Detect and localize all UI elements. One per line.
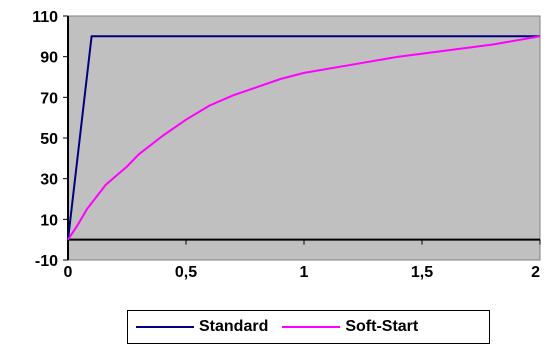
legend-swatch-standard [136,326,194,328]
series-line-standard [67,35,540,240]
y-tick-label: 10 [40,212,58,229]
y-tick-label: 50 [40,131,58,148]
series-layer [67,35,541,241]
line-chart: 110 90 70 50 30 10 -10 0 0,5 1 1,5 2 [32,9,541,281]
y-tick-label: 90 [40,50,58,67]
plot-area [67,15,541,261]
legend-entry-standard: Standard [136,318,268,336]
legend-swatch-soft-start [282,326,341,328]
series-line-soft-start [67,35,541,241]
y-tick-label: 30 [40,172,58,189]
y-tick-label: 110 [32,9,58,26]
y-tick-label: -10 [35,253,58,270]
x-tick-label: 0,5 [175,264,197,281]
x-axis: 0 0,5 1 1,5 2 [64,238,541,281]
x-tick-label: 2 [531,264,540,281]
x-tick-label: 1 [300,264,309,281]
legend-label-standard: Standard [199,318,269,335]
legend-label-soft-start: Soft-Start [345,318,419,335]
x-tick-label: 1,5 [411,264,433,281]
legend: Standard Soft-Start [127,310,490,344]
y-tick-label: 70 [40,90,58,107]
y-axis: 110 90 70 50 30 10 -10 [32,9,69,270]
x-tick-label: 0 [64,264,73,281]
legend-entry-soft-start: Soft-Start [282,318,418,336]
